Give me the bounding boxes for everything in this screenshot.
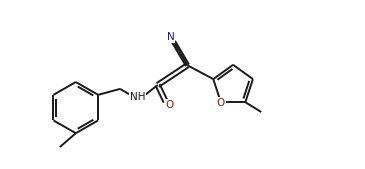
Text: NH: NH [130, 92, 146, 102]
Text: N: N [167, 32, 174, 42]
Text: O: O [165, 100, 174, 110]
Text: O: O [217, 98, 225, 108]
